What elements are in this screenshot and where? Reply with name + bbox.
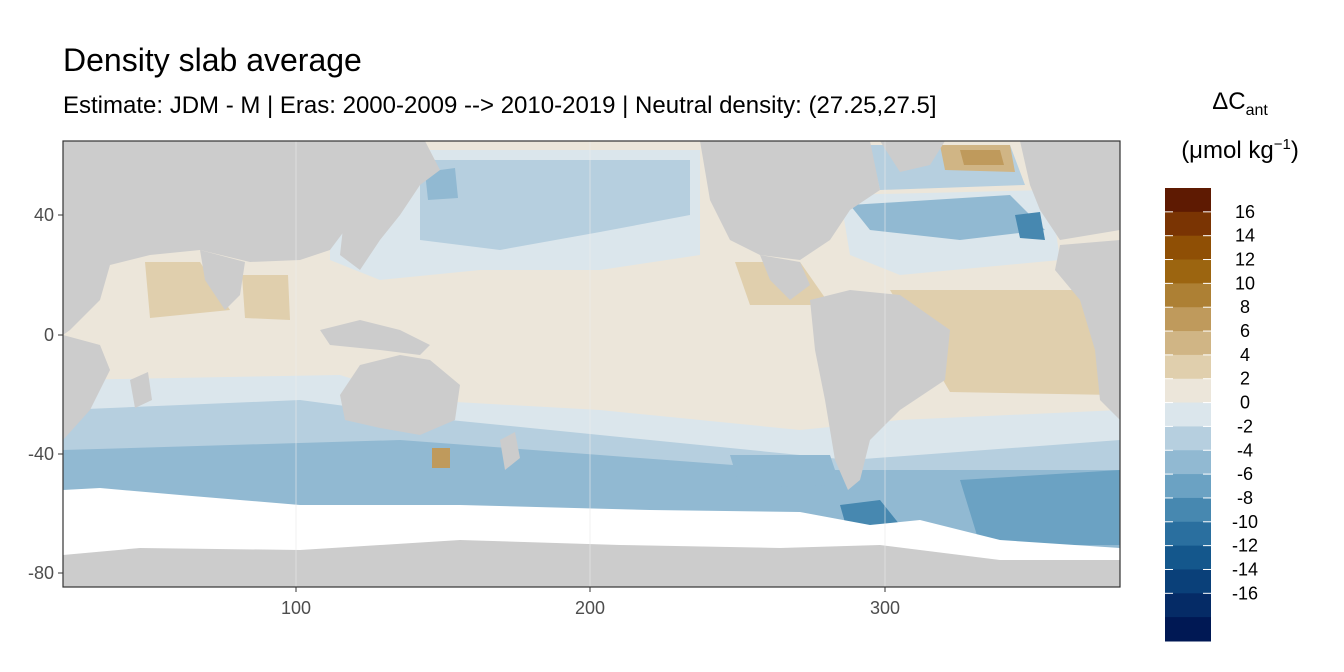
legend-label: 4 xyxy=(1240,345,1250,365)
legend-label: 12 xyxy=(1235,250,1255,270)
legend-swatch xyxy=(1165,235,1211,261)
new-zealand-land xyxy=(500,432,520,470)
legend-swatch xyxy=(1165,307,1211,332)
y-tick-label: -40 xyxy=(28,444,54,464)
legend-label: 14 xyxy=(1235,226,1255,246)
legend-swatch xyxy=(1165,593,1211,618)
south-atlantic-tan xyxy=(890,290,1115,395)
nordic-brown xyxy=(960,150,1004,165)
legend-swatch xyxy=(1165,402,1211,427)
pacific-sector-blob xyxy=(730,455,840,488)
legend-label: -16 xyxy=(1232,583,1258,603)
y-tick-label: 0 xyxy=(44,325,54,345)
legend-label: -10 xyxy=(1232,512,1258,532)
legend-swatch xyxy=(1165,497,1211,523)
east-asia-land xyxy=(330,141,440,270)
legend-label: 10 xyxy=(1235,273,1255,293)
india-land xyxy=(200,250,245,310)
greenland-land xyxy=(880,141,945,172)
panel-border xyxy=(62,140,1121,588)
indonesia-land xyxy=(320,320,430,355)
legend-title: ΔCant xyxy=(1212,88,1268,119)
madagascar-land xyxy=(130,372,152,408)
legend-label: -6 xyxy=(1237,464,1253,484)
legend-swatch xyxy=(1165,569,1211,594)
map-panel xyxy=(63,141,1120,587)
legend-colorbar xyxy=(1165,188,1211,642)
legend-label: -8 xyxy=(1237,488,1253,508)
south-atlantic-sector-blue xyxy=(960,470,1120,545)
central-america-land xyxy=(760,255,810,300)
legend-swatch xyxy=(1165,545,1211,570)
y-tick-label: -80 xyxy=(28,563,54,583)
grid-lines xyxy=(295,141,886,587)
europe-land xyxy=(1020,141,1120,240)
africa-land xyxy=(63,141,360,335)
legend-label: -2 xyxy=(1237,416,1253,436)
x-tick-label: 300 xyxy=(870,598,900,618)
legend-unit: (μmol kg−1) xyxy=(1181,136,1299,164)
north-atlantic-blue xyxy=(850,195,1045,240)
legend-label: 0 xyxy=(1240,393,1250,413)
tasman-tan xyxy=(432,448,450,468)
south-america-land xyxy=(810,290,950,490)
legend-swatch xyxy=(1165,331,1211,356)
legend-swatch xyxy=(1165,188,1211,213)
x-axis: 100 200 300 xyxy=(281,587,900,618)
legend-swatch xyxy=(1165,450,1211,475)
legend-swatch xyxy=(1165,378,1211,404)
legend-swatch xyxy=(1165,259,1211,284)
map-subtitle: Estimate: JDM - M | Eras: 2000-2009 --> … xyxy=(63,92,937,119)
legend-swatch xyxy=(1165,474,1211,499)
kuroshio-blue xyxy=(425,168,458,200)
legend-swatch xyxy=(1165,354,1211,380)
legend-label: 16 xyxy=(1235,202,1255,222)
bay-of-bengal-tan xyxy=(242,275,290,320)
y-axis: 40 0 -40 -80 xyxy=(28,205,63,583)
africa-east-land xyxy=(1055,240,1120,420)
legend-label: -14 xyxy=(1232,559,1258,579)
legend-label: -12 xyxy=(1232,536,1258,556)
legend-swatch xyxy=(1165,617,1211,642)
legend-label: 8 xyxy=(1240,297,1250,317)
antarctica-land xyxy=(63,540,1120,587)
legend-labels: 16 14 12 10 8 6 4 2 0 -2 -4 -6 -8 -10 -12 -14 -16 xyxy=(1232,202,1258,603)
north-pacific-blue xyxy=(420,160,690,250)
legend-label: 6 xyxy=(1240,321,1250,341)
map-title: Density slab average xyxy=(63,42,362,78)
x-tick-label: 100 xyxy=(281,598,311,618)
australia-land xyxy=(340,355,460,435)
north-atlantic-dark xyxy=(1015,212,1045,240)
africa-south xyxy=(63,335,110,440)
legend-swatch xyxy=(1165,521,1211,547)
legend-label: 2 xyxy=(1240,369,1250,389)
legend-label: -4 xyxy=(1237,440,1253,460)
x-tick-label: 200 xyxy=(575,598,605,618)
legend-swatch xyxy=(1165,426,1211,451)
legend-swatch xyxy=(1165,211,1211,237)
legend-swatch xyxy=(1165,283,1211,308)
antarctic-shelf-ice xyxy=(63,488,1120,560)
y-tick-label: 40 xyxy=(34,205,54,225)
north-america-land xyxy=(700,141,880,260)
